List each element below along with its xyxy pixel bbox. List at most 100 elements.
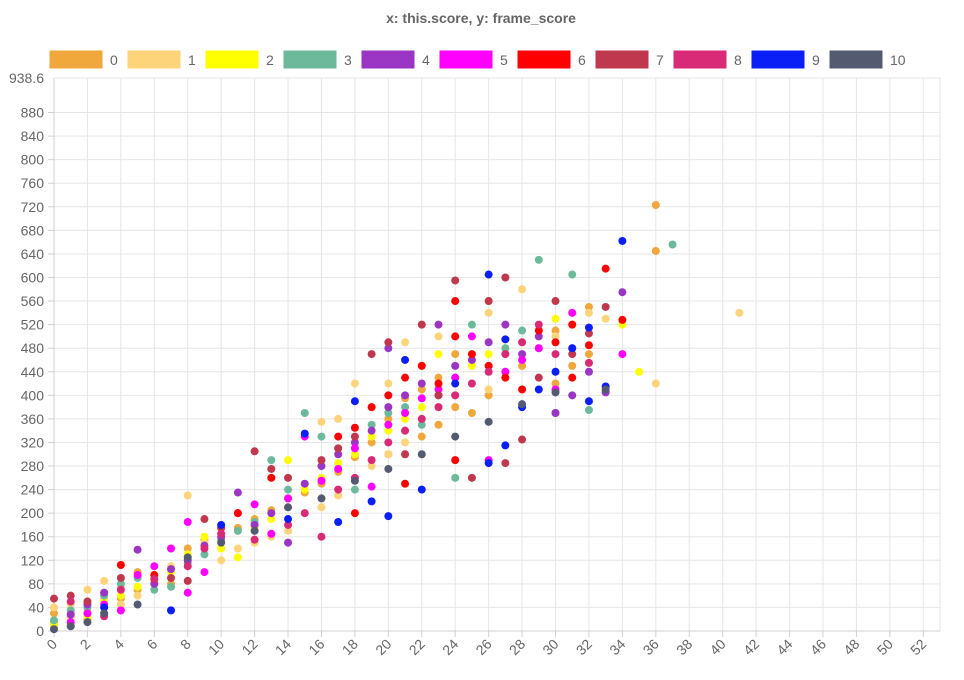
data-point-series-2: [217, 544, 226, 553]
x-tick-label: 10: [205, 636, 227, 658]
data-point-series-8: [116, 585, 125, 594]
legend-label: 7: [656, 52, 664, 68]
data-point-series-1: [384, 379, 393, 388]
data-points: [50, 201, 744, 634]
data-point-series-6: [116, 561, 125, 570]
data-point-series-9: [384, 512, 393, 521]
data-point-series-3: [401, 403, 410, 412]
x-tick-label: 12: [238, 636, 260, 658]
data-point-series-4: [350, 438, 359, 447]
data-point-series-1: [83, 585, 92, 594]
data-point-series-7: [467, 473, 476, 482]
y-tick-label: 840: [21, 128, 45, 144]
data-point-series-6: [434, 379, 443, 388]
y-tick-label: 760: [21, 175, 45, 191]
data-point-series-1: [133, 591, 142, 600]
data-point-series-7: [66, 591, 75, 600]
data-point-series-7: [50, 594, 58, 603]
data-point-series-10: [350, 476, 359, 485]
data-point-series-8: [183, 562, 192, 571]
data-point-series-7: [250, 447, 259, 456]
legend-label: 2: [266, 52, 274, 68]
data-point-series-10: [601, 385, 610, 394]
legend-item-9[interactable]: 9: [751, 50, 820, 69]
legend-item-5[interactable]: 5: [439, 50, 508, 69]
data-point-series-4: [434, 320, 443, 329]
data-point-series-9: [584, 397, 593, 406]
data-point-series-4: [568, 391, 577, 400]
data-point-series-0: [434, 420, 443, 429]
legend-item-8[interactable]: 8: [673, 50, 742, 69]
data-point-series-9: [217, 520, 226, 529]
data-point-series-2: [133, 582, 142, 591]
data-point-series-9: [334, 518, 343, 527]
data-point-series-5: [568, 308, 577, 317]
data-point-series-1: [434, 332, 443, 341]
data-point-series-5: [183, 518, 192, 527]
x-tick-label: 2: [77, 636, 94, 653]
data-point-series-10: [83, 618, 92, 627]
data-point-series-8: [401, 426, 410, 435]
data-point-series-3: [451, 473, 460, 482]
legend-label: 8: [734, 52, 742, 68]
legend-item-4[interactable]: 4: [361, 50, 430, 69]
data-point-series-2: [384, 426, 393, 435]
data-point-series-4: [100, 588, 109, 597]
data-point-series-2: [401, 414, 410, 423]
legend-item-7[interactable]: 7: [595, 50, 664, 69]
data-point-series-2: [200, 532, 209, 541]
data-point-series-4: [401, 391, 410, 400]
legend-swatch: [517, 50, 571, 69]
data-point-series-1: [551, 332, 560, 341]
data-point-series-5: [183, 588, 192, 597]
data-point-series-1: [233, 544, 242, 553]
legend-label: 1: [188, 52, 196, 68]
x-tick-label: 30: [539, 636, 561, 658]
data-point-series-6: [618, 315, 627, 324]
data-point-series-5: [83, 609, 92, 618]
data-point-series-7: [518, 435, 527, 444]
legend-item-10[interactable]: 10: [829, 50, 906, 69]
data-point-series-8: [551, 350, 560, 359]
data-point-series-9: [367, 497, 376, 506]
data-point-series-5: [167, 544, 176, 553]
data-point-series-10: [284, 503, 293, 512]
legend-swatch: [829, 50, 883, 69]
data-point-series-8: [501, 350, 510, 359]
legend-swatch: [127, 50, 181, 69]
data-point-series-0: [584, 302, 593, 311]
legend-swatch: [283, 50, 337, 69]
data-point-series-7: [551, 297, 560, 306]
legend: 0 1 2 3 4 5 6 7 8 9 10: [49, 50, 906, 69]
y-tick-label: 600: [21, 269, 45, 285]
data-point-series-1: [100, 576, 109, 585]
legend-item-1[interactable]: 1: [127, 50, 196, 69]
data-point-series-2: [551, 314, 560, 323]
y-tick-label: 120: [21, 552, 45, 568]
legend-item-2[interactable]: 2: [205, 50, 274, 69]
data-point-series-10: [518, 400, 527, 409]
y-tick-label: 200: [21, 505, 45, 521]
data-point-series-7: [267, 464, 276, 473]
data-point-series-5: [417, 394, 426, 403]
data-point-series-10: [451, 432, 460, 441]
data-point-series-1: [183, 491, 192, 500]
x-tick-label: 28: [506, 636, 528, 658]
data-point-series-5: [250, 500, 259, 509]
legend-item-0[interactable]: 0: [49, 50, 118, 69]
data-point-series-5: [334, 464, 343, 473]
data-point-series-1: [484, 308, 493, 317]
data-point-series-3: [50, 616, 58, 625]
data-point-series-8: [150, 575, 159, 584]
legend-swatch: [205, 50, 259, 69]
x-tick-label: 4: [110, 636, 127, 653]
data-point-series-10: [317, 494, 326, 503]
legend-item-3[interactable]: 3: [283, 50, 352, 69]
data-point-series-0: [584, 350, 593, 359]
legend-item-6[interactable]: 6: [517, 50, 586, 69]
x-tick-label: 16: [305, 636, 327, 658]
data-point-series-5: [367, 482, 376, 491]
legend-swatch: [361, 50, 415, 69]
data-point-series-6: [384, 391, 393, 400]
data-point-series-8: [317, 532, 326, 541]
